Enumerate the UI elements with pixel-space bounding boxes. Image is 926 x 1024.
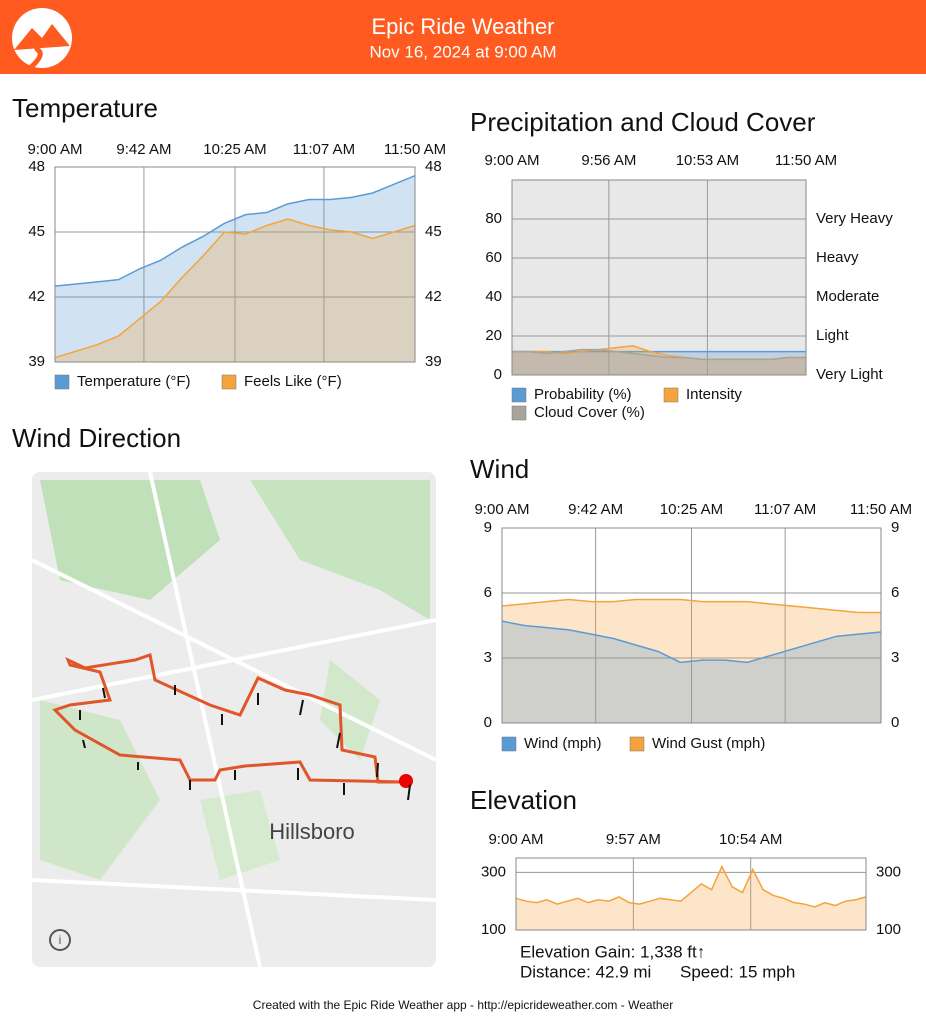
chart-title: Temperature xyxy=(12,93,158,123)
y-tick-label: 45 xyxy=(28,223,45,240)
y-tick-label-right: 42 xyxy=(425,288,442,305)
plot-border xyxy=(54,166,416,363)
x-tick-label: 10:25 AM xyxy=(660,501,723,518)
x-tick-label: 10:54 AM xyxy=(719,831,782,848)
x-tick-label: 9:42 AM xyxy=(568,501,623,518)
area-fill xyxy=(502,621,881,723)
y-tick-label: 39 xyxy=(28,353,45,370)
plot-border xyxy=(511,179,807,376)
y2-tick-label: Moderate xyxy=(816,288,879,305)
map-label: Hillsboro xyxy=(269,819,355,844)
y-tick-label-right: 45 xyxy=(425,223,442,240)
legend-label: Cloud Cover (%) xyxy=(534,404,645,421)
x-tick-label: 11:07 AM xyxy=(754,501,816,518)
chart-title: Elevation xyxy=(470,785,577,815)
map-title: Wind Direction xyxy=(12,423,181,453)
x-tick-label: 11:50 AM xyxy=(850,501,912,518)
y2-tick-label: Light xyxy=(816,327,849,344)
footer: Created with the Epic Ride Weather app -… xyxy=(253,998,673,1012)
y-tick-label-right: 48 xyxy=(425,158,442,175)
y-tick-label: 100 xyxy=(481,921,506,938)
plot-border xyxy=(515,857,867,931)
y2-tick-label: Very Heavy xyxy=(816,210,893,227)
x-tick-label: 9:00 AM xyxy=(488,831,543,848)
x-tick-label: 11:07 AM xyxy=(293,141,355,158)
y-tick-label-right: 3 xyxy=(891,649,899,666)
y-tick-label-right: 300 xyxy=(876,863,901,880)
y-tick-label: 0 xyxy=(484,714,492,731)
y-tick-label-right: 100 xyxy=(876,921,901,938)
y-tick-label: 300 xyxy=(481,863,506,880)
legend-label: Probability (%) xyxy=(534,386,632,403)
x-tick-label: 9:00 AM xyxy=(474,501,529,518)
y-tick-label: 9 xyxy=(484,519,492,536)
app-title: Epic Ride Weather xyxy=(371,14,554,39)
y-tick-label: 48 xyxy=(28,158,45,175)
series-line xyxy=(501,620,882,664)
x-tick-label: 11:50 AM xyxy=(775,152,837,169)
speed: Speed: 15 mph xyxy=(680,962,795,981)
x-tick-label: 9:56 AM xyxy=(581,152,636,169)
chart-title: Precipitation and Cloud Cover xyxy=(470,107,816,137)
x-tick-label: 10:25 AM xyxy=(203,141,266,158)
series-line xyxy=(512,348,806,361)
legend-label: Wind (mph) xyxy=(524,735,602,752)
app-subtitle: Nov 16, 2024 at 9:00 AM xyxy=(369,42,556,61)
series-line xyxy=(515,864,867,908)
x-tick-label: 9:00 AM xyxy=(27,141,82,158)
x-tick-label: 10:53 AM xyxy=(676,152,739,169)
y-tick-label: 40 xyxy=(485,288,502,305)
y-tick-label: 60 xyxy=(485,249,502,266)
area-fill xyxy=(512,351,806,375)
legend-swatch xyxy=(629,736,645,752)
y2-tick-label: Heavy xyxy=(816,249,859,266)
chart-title: Wind xyxy=(470,454,529,484)
series-line xyxy=(54,174,416,287)
area-fill xyxy=(55,219,415,362)
legend-swatch xyxy=(221,374,237,390)
legend-label: Feels Like (°F) xyxy=(244,373,342,390)
header-bar xyxy=(0,0,926,74)
legend-swatch xyxy=(511,387,527,403)
legend-label: Intensity xyxy=(686,386,742,403)
x-tick-label: 11:50 AM xyxy=(384,141,446,158)
y-tick-label: 42 xyxy=(28,288,45,305)
plot-area xyxy=(516,858,866,930)
legend-label: Wind Gust (mph) xyxy=(652,735,765,752)
y-tick-label-right: 6 xyxy=(891,584,899,601)
y-tick-label: 6 xyxy=(484,584,492,601)
x-tick-label: 9:57 AM xyxy=(606,831,661,848)
legend-swatch xyxy=(501,736,517,752)
y2-tick-label: Very Light xyxy=(816,366,884,383)
x-tick-label: 9:00 AM xyxy=(484,152,539,169)
area-fill xyxy=(512,349,806,375)
legend-swatch xyxy=(663,387,679,403)
y-tick-label: 3 xyxy=(484,649,492,666)
area-fill xyxy=(55,175,415,362)
series-line xyxy=(501,598,881,614)
svg-text:i: i xyxy=(59,933,62,947)
legend-swatch xyxy=(511,405,527,421)
series-line xyxy=(54,218,416,359)
y-tick-label: 80 xyxy=(485,210,502,227)
y-tick-label-right: 39 xyxy=(425,353,442,370)
y-tick-label-right: 9 xyxy=(891,519,899,536)
area-fill xyxy=(516,866,866,930)
distance: Distance: 42.9 mi xyxy=(520,962,651,981)
elevation-gain: Elevation Gain: 1,338 ft↑ xyxy=(520,942,705,961)
y-tick-label: 0 xyxy=(494,366,502,383)
legend-label: Temperature (°F) xyxy=(77,373,191,390)
plot-area xyxy=(512,180,806,375)
y-tick-label: 20 xyxy=(485,327,502,344)
x-tick-label: 9:42 AM xyxy=(116,141,171,158)
area-fill xyxy=(512,345,806,375)
plot-border xyxy=(501,527,882,724)
map: i xyxy=(31,471,437,968)
y-tick-label-right: 0 xyxy=(891,714,899,731)
app-logo xyxy=(12,8,72,70)
legend-swatch xyxy=(54,374,70,390)
